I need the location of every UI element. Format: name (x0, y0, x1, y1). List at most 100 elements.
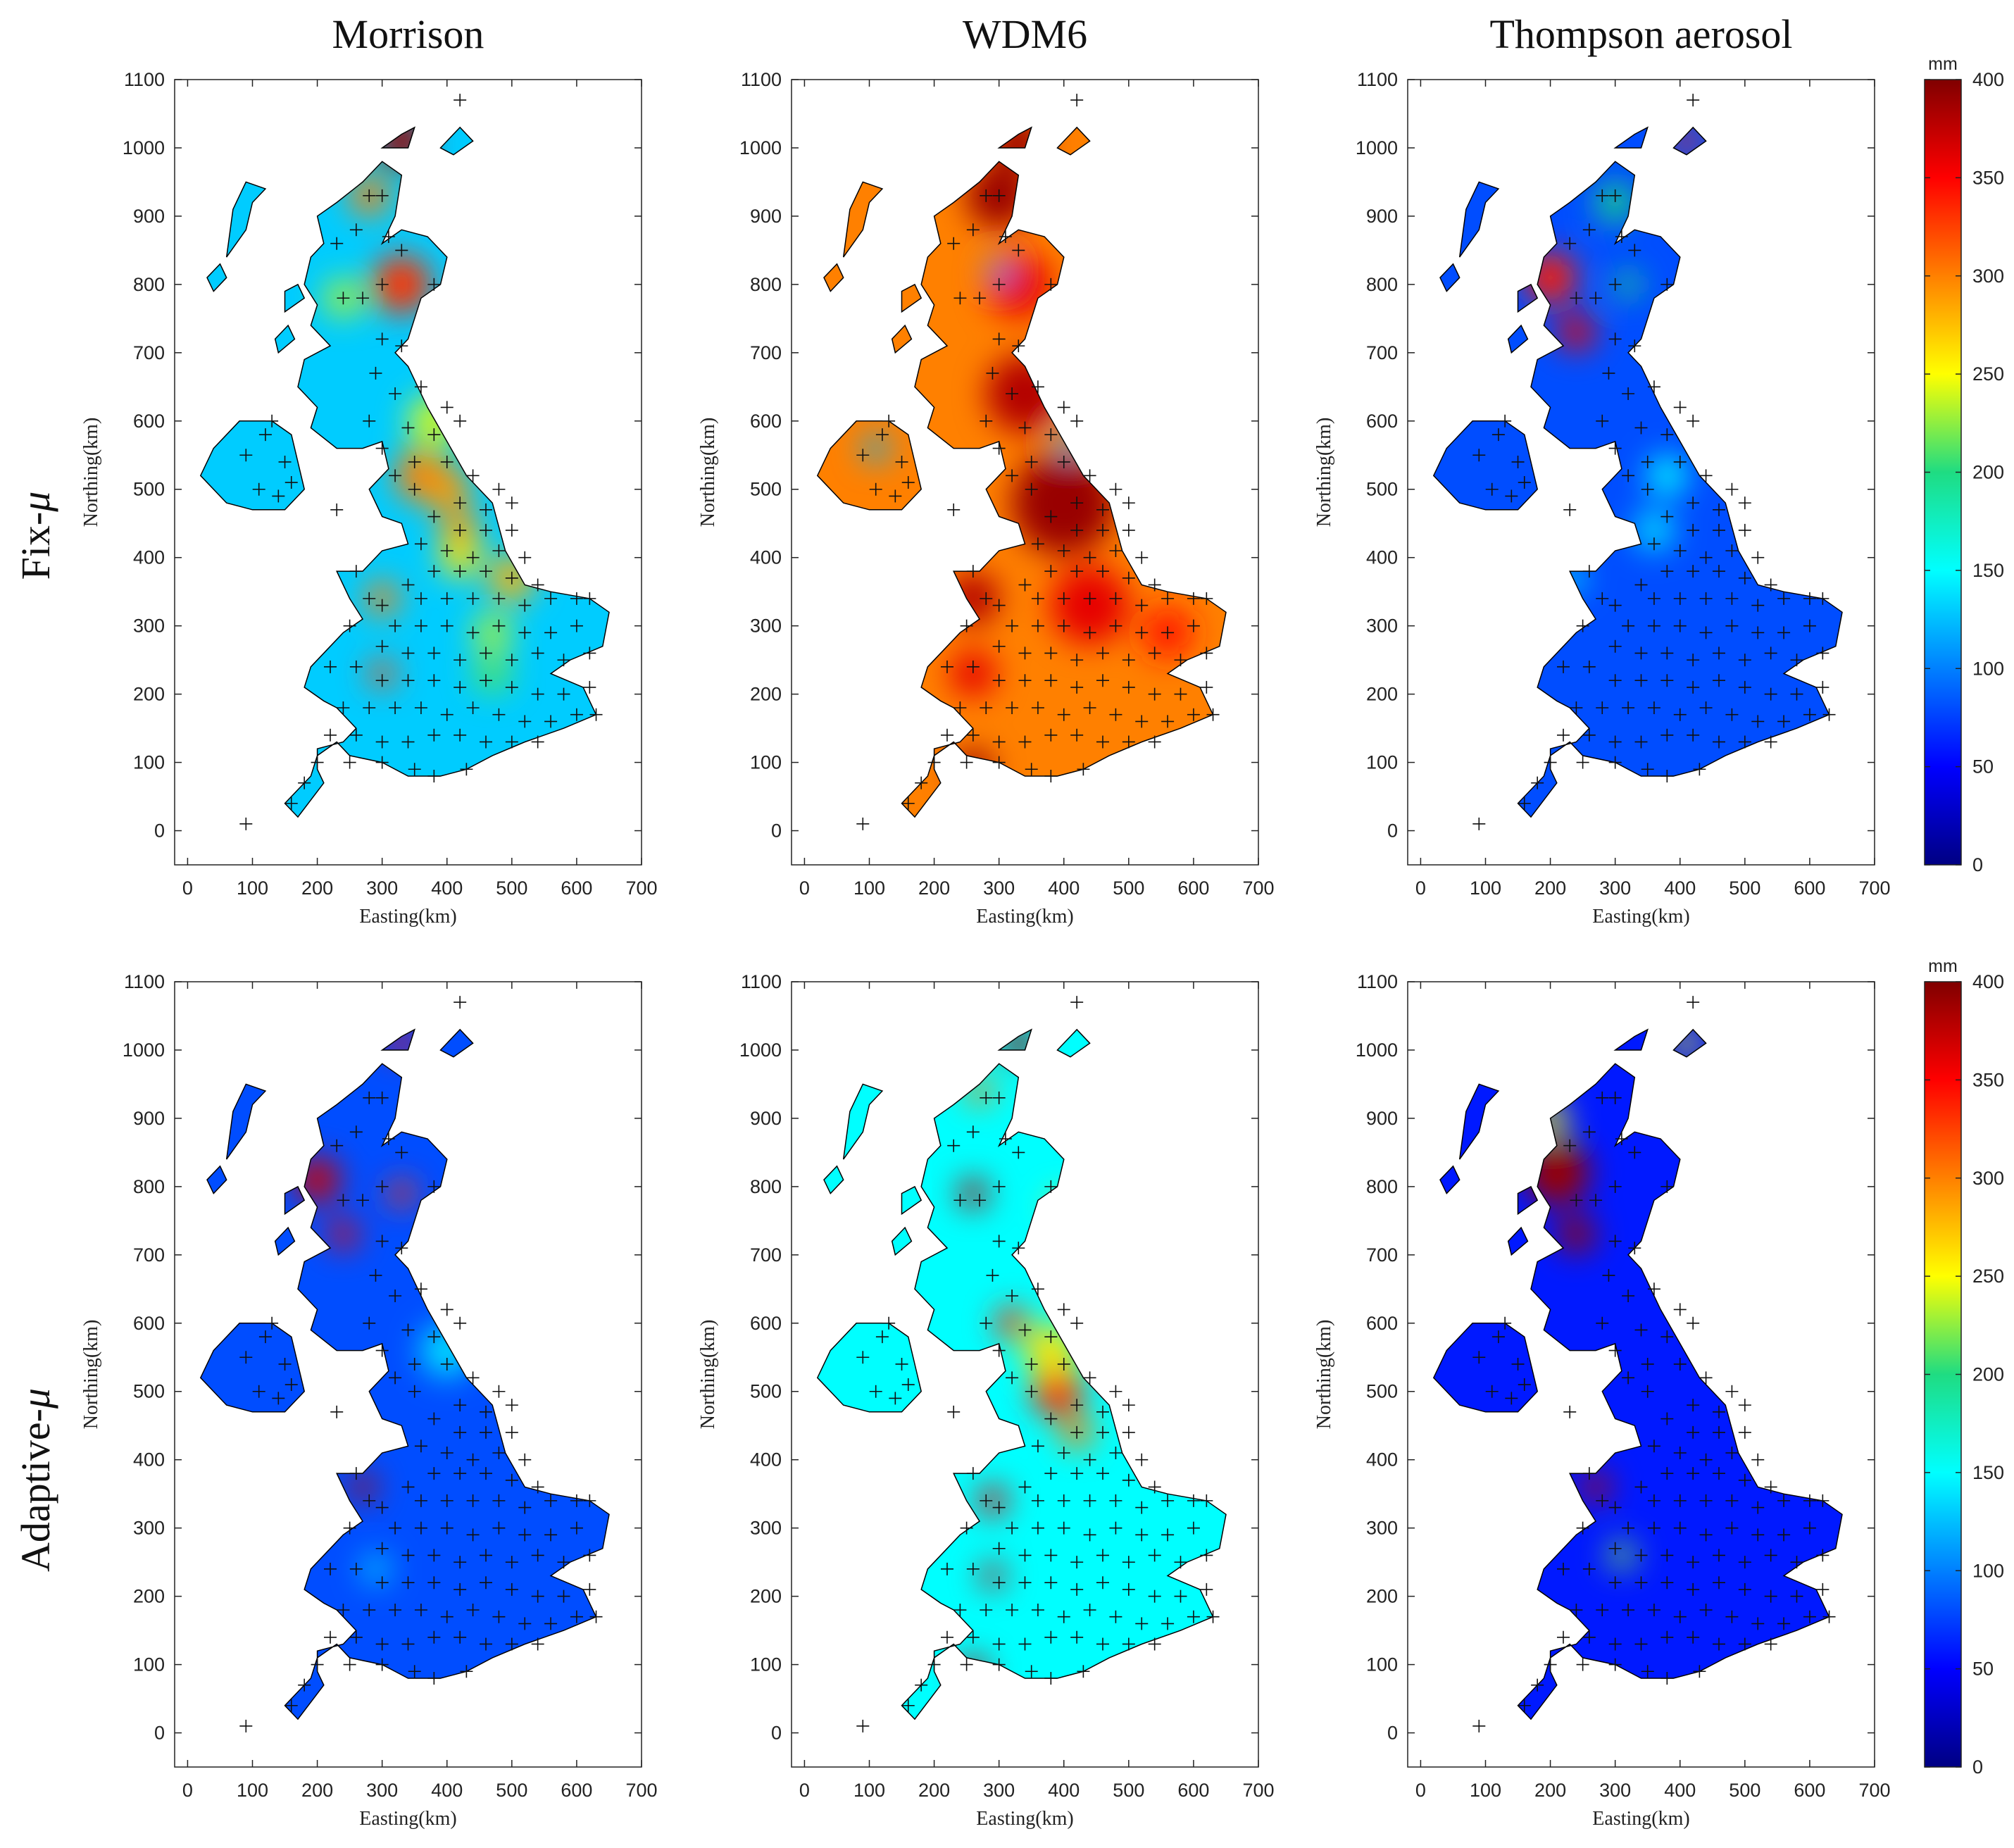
hotspot (1031, 1365, 1084, 1418)
station-marker (369, 366, 382, 380)
station-marker (1206, 708, 1220, 721)
station-marker (239, 1351, 253, 1364)
station-marker (375, 189, 389, 202)
station-marker (1647, 1440, 1660, 1453)
station-marker (454, 414, 467, 427)
station-marker (1109, 1385, 1122, 1398)
station-marker (480, 1467, 492, 1480)
station-marker (1025, 1357, 1038, 1371)
coastline (1458, 1083, 1500, 1160)
station-marker (1044, 769, 1058, 782)
y-axis-label: Northing(km) (1313, 1320, 1335, 1430)
station-marker (1713, 1425, 1725, 1439)
station-marker (1816, 1582, 1830, 1596)
y-tick-label: 700 (750, 1244, 782, 1266)
hotspot (1558, 1216, 1595, 1253)
station-marker (1083, 701, 1096, 714)
hotspot (329, 1220, 358, 1249)
station-marker (1044, 1549, 1058, 1562)
station-marker (1083, 592, 1096, 605)
column-title: Morrison (332, 11, 484, 57)
station-marker (272, 489, 285, 503)
station-marker (1687, 1556, 1700, 1569)
station-marker (1148, 1590, 1161, 1603)
station-marker (401, 1637, 415, 1651)
station-marker (1472, 1719, 1486, 1732)
station-marker (570, 1521, 583, 1535)
map-panel: 0 100 200 300 400 500 600 700 0 100 200 300 400 500 60… (1313, 69, 1891, 928)
station-marker (1109, 1610, 1122, 1623)
coastline (901, 1063, 1227, 1721)
station-marker (1608, 756, 1622, 769)
station-marker (1563, 503, 1577, 516)
hotspot (1057, 428, 1084, 455)
station-marker (1634, 735, 1648, 749)
station-marker (284, 1378, 298, 1392)
station-marker (480, 503, 492, 516)
station-marker (272, 1392, 285, 1405)
station-marker (1096, 565, 1109, 578)
station-marker (1589, 292, 1603, 305)
station-marker (389, 1371, 402, 1385)
hotspot (1524, 1140, 1589, 1206)
station-marker (1751, 1617, 1765, 1630)
station-marker (1018, 1576, 1032, 1590)
station-markers (239, 996, 603, 1732)
station-marker (1135, 599, 1149, 612)
station-marker (1006, 1521, 1019, 1535)
station-marker (1148, 647, 1161, 660)
station-marker (1673, 708, 1687, 721)
coastline (1613, 1028, 1649, 1051)
x-tick-label: 700 (625, 1780, 657, 1801)
station-marker (1790, 654, 1803, 667)
station-marker (492, 1494, 506, 1507)
x-tick-label: 0 (1415, 878, 1426, 899)
station-marker (980, 1316, 993, 1330)
station-marker (1634, 647, 1648, 660)
station-marker (1641, 1385, 1654, 1398)
station-marker (518, 1528, 532, 1542)
station-marker (1018, 1480, 1032, 1494)
station-marker (440, 619, 454, 632)
station-marker (1725, 1447, 1739, 1459)
station-marker (454, 1425, 467, 1439)
station-marker (1025, 763, 1038, 776)
coastline (380, 1028, 415, 1051)
coastline (206, 263, 227, 292)
y-tick-label: 600 (133, 411, 165, 432)
station-marker (1738, 1556, 1751, 1569)
coastline (816, 1323, 922, 1413)
coastline (206, 1165, 227, 1194)
colorbar-tick-label: 350 (1972, 167, 2004, 188)
station-marker (1790, 1556, 1803, 1569)
station-marker (1582, 223, 1596, 237)
station-marker (1505, 1392, 1518, 1405)
x-tick-label: 600 (561, 878, 592, 899)
station-marker (395, 339, 408, 353)
station-marker (856, 817, 870, 830)
station-marker (1713, 1467, 1725, 1480)
hotspot (1524, 251, 1577, 304)
y-axis-label: Northing(km) (80, 418, 102, 527)
y-tick-label: 600 (133, 1313, 165, 1334)
station-marker (1135, 551, 1149, 564)
station-marker (1200, 1582, 1213, 1596)
coastline (274, 324, 296, 354)
station-marker (1122, 735, 1135, 749)
station-marker (1660, 565, 1674, 578)
station-marker (1161, 1528, 1175, 1542)
station-marker (1031, 1440, 1044, 1453)
station-marker (1148, 578, 1161, 592)
station-marker (570, 592, 583, 605)
station-marker (401, 674, 415, 687)
axes-box (174, 981, 642, 1768)
station-marker (1057, 1521, 1070, 1535)
station-marker (1135, 626, 1149, 639)
station-marker (901, 1378, 915, 1392)
y-tick-label: 200 (1366, 684, 1398, 705)
station-marker (1751, 599, 1765, 612)
map-panel: 0 100 200 300 400 500 600 700 0 100 200 300 400 500 60… (80, 69, 658, 928)
station-marker (1699, 1453, 1713, 1466)
x-tick-label: 200 (918, 878, 950, 899)
station-marker (980, 1091, 993, 1104)
